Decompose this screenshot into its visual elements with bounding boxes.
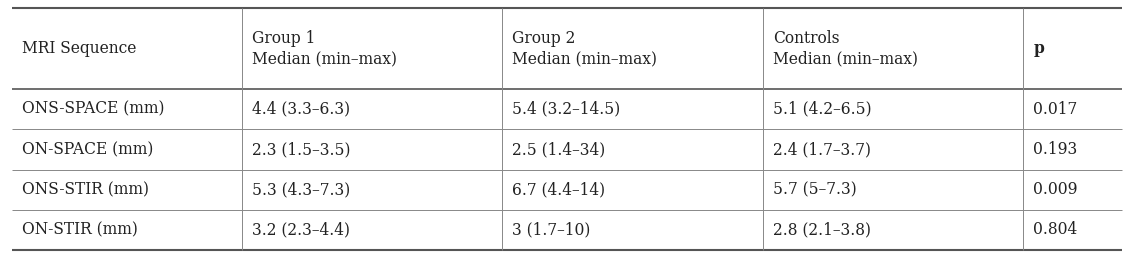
Text: 0.017: 0.017 <box>1034 101 1078 118</box>
Text: ON-SPACE (mm): ON-SPACE (mm) <box>21 141 154 158</box>
Text: Group 1
Median (min–max): Group 1 Median (min–max) <box>252 30 397 68</box>
Text: 2.3 (1.5–3.5): 2.3 (1.5–3.5) <box>252 141 350 158</box>
Text: ON-STIR (mm): ON-STIR (mm) <box>21 221 138 238</box>
Text: 5.7 (5–7.3): 5.7 (5–7.3) <box>773 181 857 198</box>
Text: 5.1 (4.2–6.5): 5.1 (4.2–6.5) <box>773 101 871 118</box>
Text: MRI Sequence: MRI Sequence <box>21 40 137 57</box>
Text: 0.009: 0.009 <box>1034 181 1078 198</box>
Text: 5.3 (4.3–7.3): 5.3 (4.3–7.3) <box>252 181 350 198</box>
Text: 2.8 (2.1–3.8): 2.8 (2.1–3.8) <box>773 221 871 238</box>
Text: ONS-SPACE (mm): ONS-SPACE (mm) <box>21 101 165 118</box>
Text: 3 (1.7–10): 3 (1.7–10) <box>512 221 591 238</box>
Text: 5.4 (3.2–14.5): 5.4 (3.2–14.5) <box>512 101 620 118</box>
Text: Controls
Median (min–max): Controls Median (min–max) <box>773 30 918 68</box>
Text: 2.4 (1.7–3.7): 2.4 (1.7–3.7) <box>773 141 871 158</box>
Text: Group 2
Median (min–max): Group 2 Median (min–max) <box>512 30 658 68</box>
Text: 0.193: 0.193 <box>1034 141 1078 158</box>
Text: 0.804: 0.804 <box>1034 221 1078 238</box>
Text: 3.2 (2.3–4.4): 3.2 (2.3–4.4) <box>252 221 350 238</box>
Text: p: p <box>1034 40 1044 57</box>
Text: 2.5 (1.4–34): 2.5 (1.4–34) <box>512 141 606 158</box>
Text: 4.4 (3.3–6.3): 4.4 (3.3–6.3) <box>252 101 350 118</box>
Text: 6.7 (4.4–14): 6.7 (4.4–14) <box>512 181 606 198</box>
Text: ONS-STIR (mm): ONS-STIR (mm) <box>21 181 149 198</box>
